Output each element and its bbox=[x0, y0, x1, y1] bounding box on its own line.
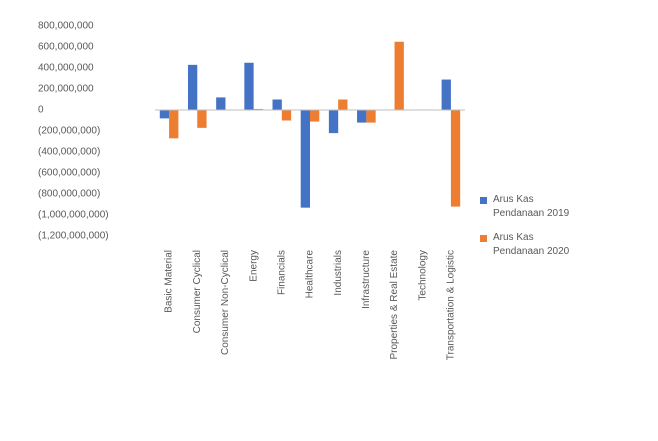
bar bbox=[187, 64, 198, 110]
y-tick-label: 400,000,000 bbox=[38, 63, 94, 74]
legend-swatch bbox=[480, 235, 487, 242]
bar bbox=[169, 110, 179, 139]
x-tick-label: Consumer Non-Cyclical bbox=[220, 250, 231, 355]
bar bbox=[300, 110, 310, 208]
bar bbox=[159, 110, 170, 119]
bar bbox=[441, 79, 451, 110]
y-tick-label: 0 bbox=[38, 105, 44, 116]
y-tick-label: 800,000,000 bbox=[38, 21, 94, 32]
y-tick-label: (1,200,000,000) bbox=[38, 231, 109, 242]
x-tick-label: Industrials bbox=[333, 250, 344, 296]
bar bbox=[450, 110, 461, 207]
x-tick-label: Consumer Cyclical bbox=[192, 250, 203, 333]
legend-label: Arus Kas Pendanaan 2020 bbox=[493, 232, 570, 257]
legend-item: Arus Kas Pendanaan 2020 bbox=[480, 231, 650, 259]
x-tick-label: Healthcare bbox=[305, 250, 316, 299]
bar bbox=[244, 62, 254, 110]
x-tick-label: Technology bbox=[417, 250, 428, 301]
bar bbox=[394, 41, 404, 110]
legend-swatch bbox=[480, 197, 487, 204]
x-tick-label: Financials bbox=[276, 250, 287, 295]
bar bbox=[366, 110, 376, 123]
x-tick-label: Transportation & Logistic bbox=[446, 250, 457, 360]
bar bbox=[197, 110, 207, 128]
y-tick-label: (800,000,000) bbox=[38, 189, 100, 200]
y-tick-label: (600,000,000) bbox=[38, 168, 100, 179]
bar bbox=[272, 99, 282, 110]
x-tick-label: Infrastructure bbox=[361, 250, 372, 309]
x-tick-label: Energy bbox=[248, 250, 259, 282]
y-tick-label: 600,000,000 bbox=[38, 42, 94, 53]
bar bbox=[281, 110, 292, 121]
y-tick-label: (1,000,000,000) bbox=[38, 210, 109, 221]
y-tick-label: (400,000,000) bbox=[38, 147, 100, 158]
legend-item: Arus Kas Pendanaan 2019 bbox=[480, 193, 650, 221]
bar bbox=[310, 110, 320, 122]
legend-label: Arus Kas Pendanaan 2019 bbox=[493, 194, 570, 219]
y-tick-label: 200,000,000 bbox=[38, 84, 94, 95]
x-tick-label: Basic Material bbox=[164, 250, 175, 313]
bar bbox=[216, 97, 226, 110]
bar bbox=[338, 99, 348, 110]
bar bbox=[357, 110, 367, 123]
x-tick-label: Properties & Real Estate bbox=[389, 250, 400, 360]
y-tick-label: (200,000,000) bbox=[38, 126, 100, 137]
bar bbox=[328, 110, 339, 134]
bar bbox=[253, 108, 263, 110]
